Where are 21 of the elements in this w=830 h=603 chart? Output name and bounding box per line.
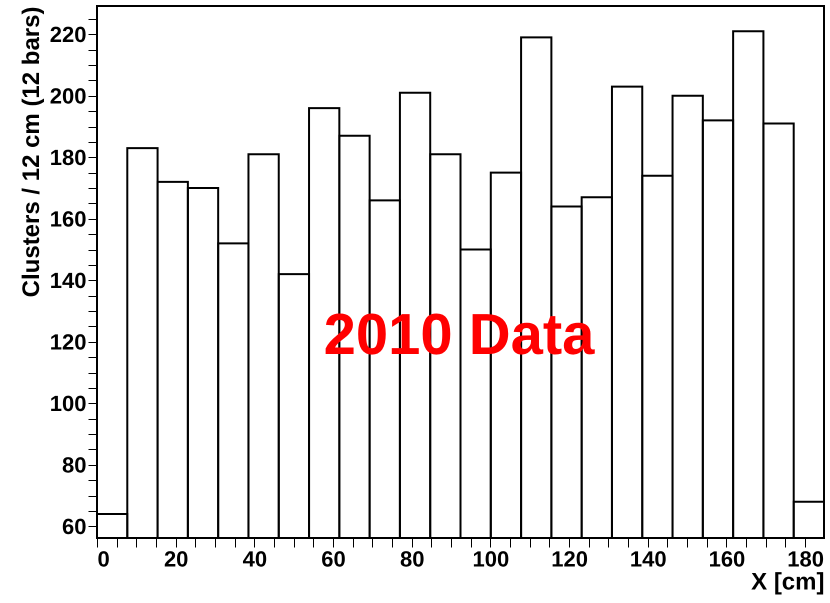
y-tick-label: 100 — [50, 390, 86, 416]
y-tick-label: 200 — [50, 83, 86, 108]
x-tick-label: 20 — [164, 546, 188, 572]
y-tick-label: 140 — [50, 268, 86, 293]
y-tick-label: 80 — [62, 452, 86, 478]
x-tick-label: 160 — [708, 546, 746, 572]
y-tick-label: 220 — [50, 22, 86, 47]
x-tick-label: 0 — [98, 546, 110, 572]
y-tick-label: 180 — [50, 144, 86, 170]
x-tick-label: 80 — [400, 546, 424, 572]
y-tick-label: 160 — [50, 206, 86, 232]
y-axis-title: Clusters / 12 cm (12 bars) — [18, 6, 45, 298]
y-tick-label: 120 — [50, 329, 86, 354]
x-tick-label: 180 — [787, 546, 824, 572]
x-tick-label: 140 — [630, 546, 667, 572]
x-axis-title: X [cm] — [751, 568, 824, 596]
x-tick-label: 100 — [472, 546, 510, 572]
y-tick-label: 60 — [62, 514, 86, 539]
x-tick-label: 40 — [242, 546, 268, 572]
x-tick-label: 120 — [551, 546, 588, 572]
x-tick-label: 60 — [321, 546, 346, 572]
